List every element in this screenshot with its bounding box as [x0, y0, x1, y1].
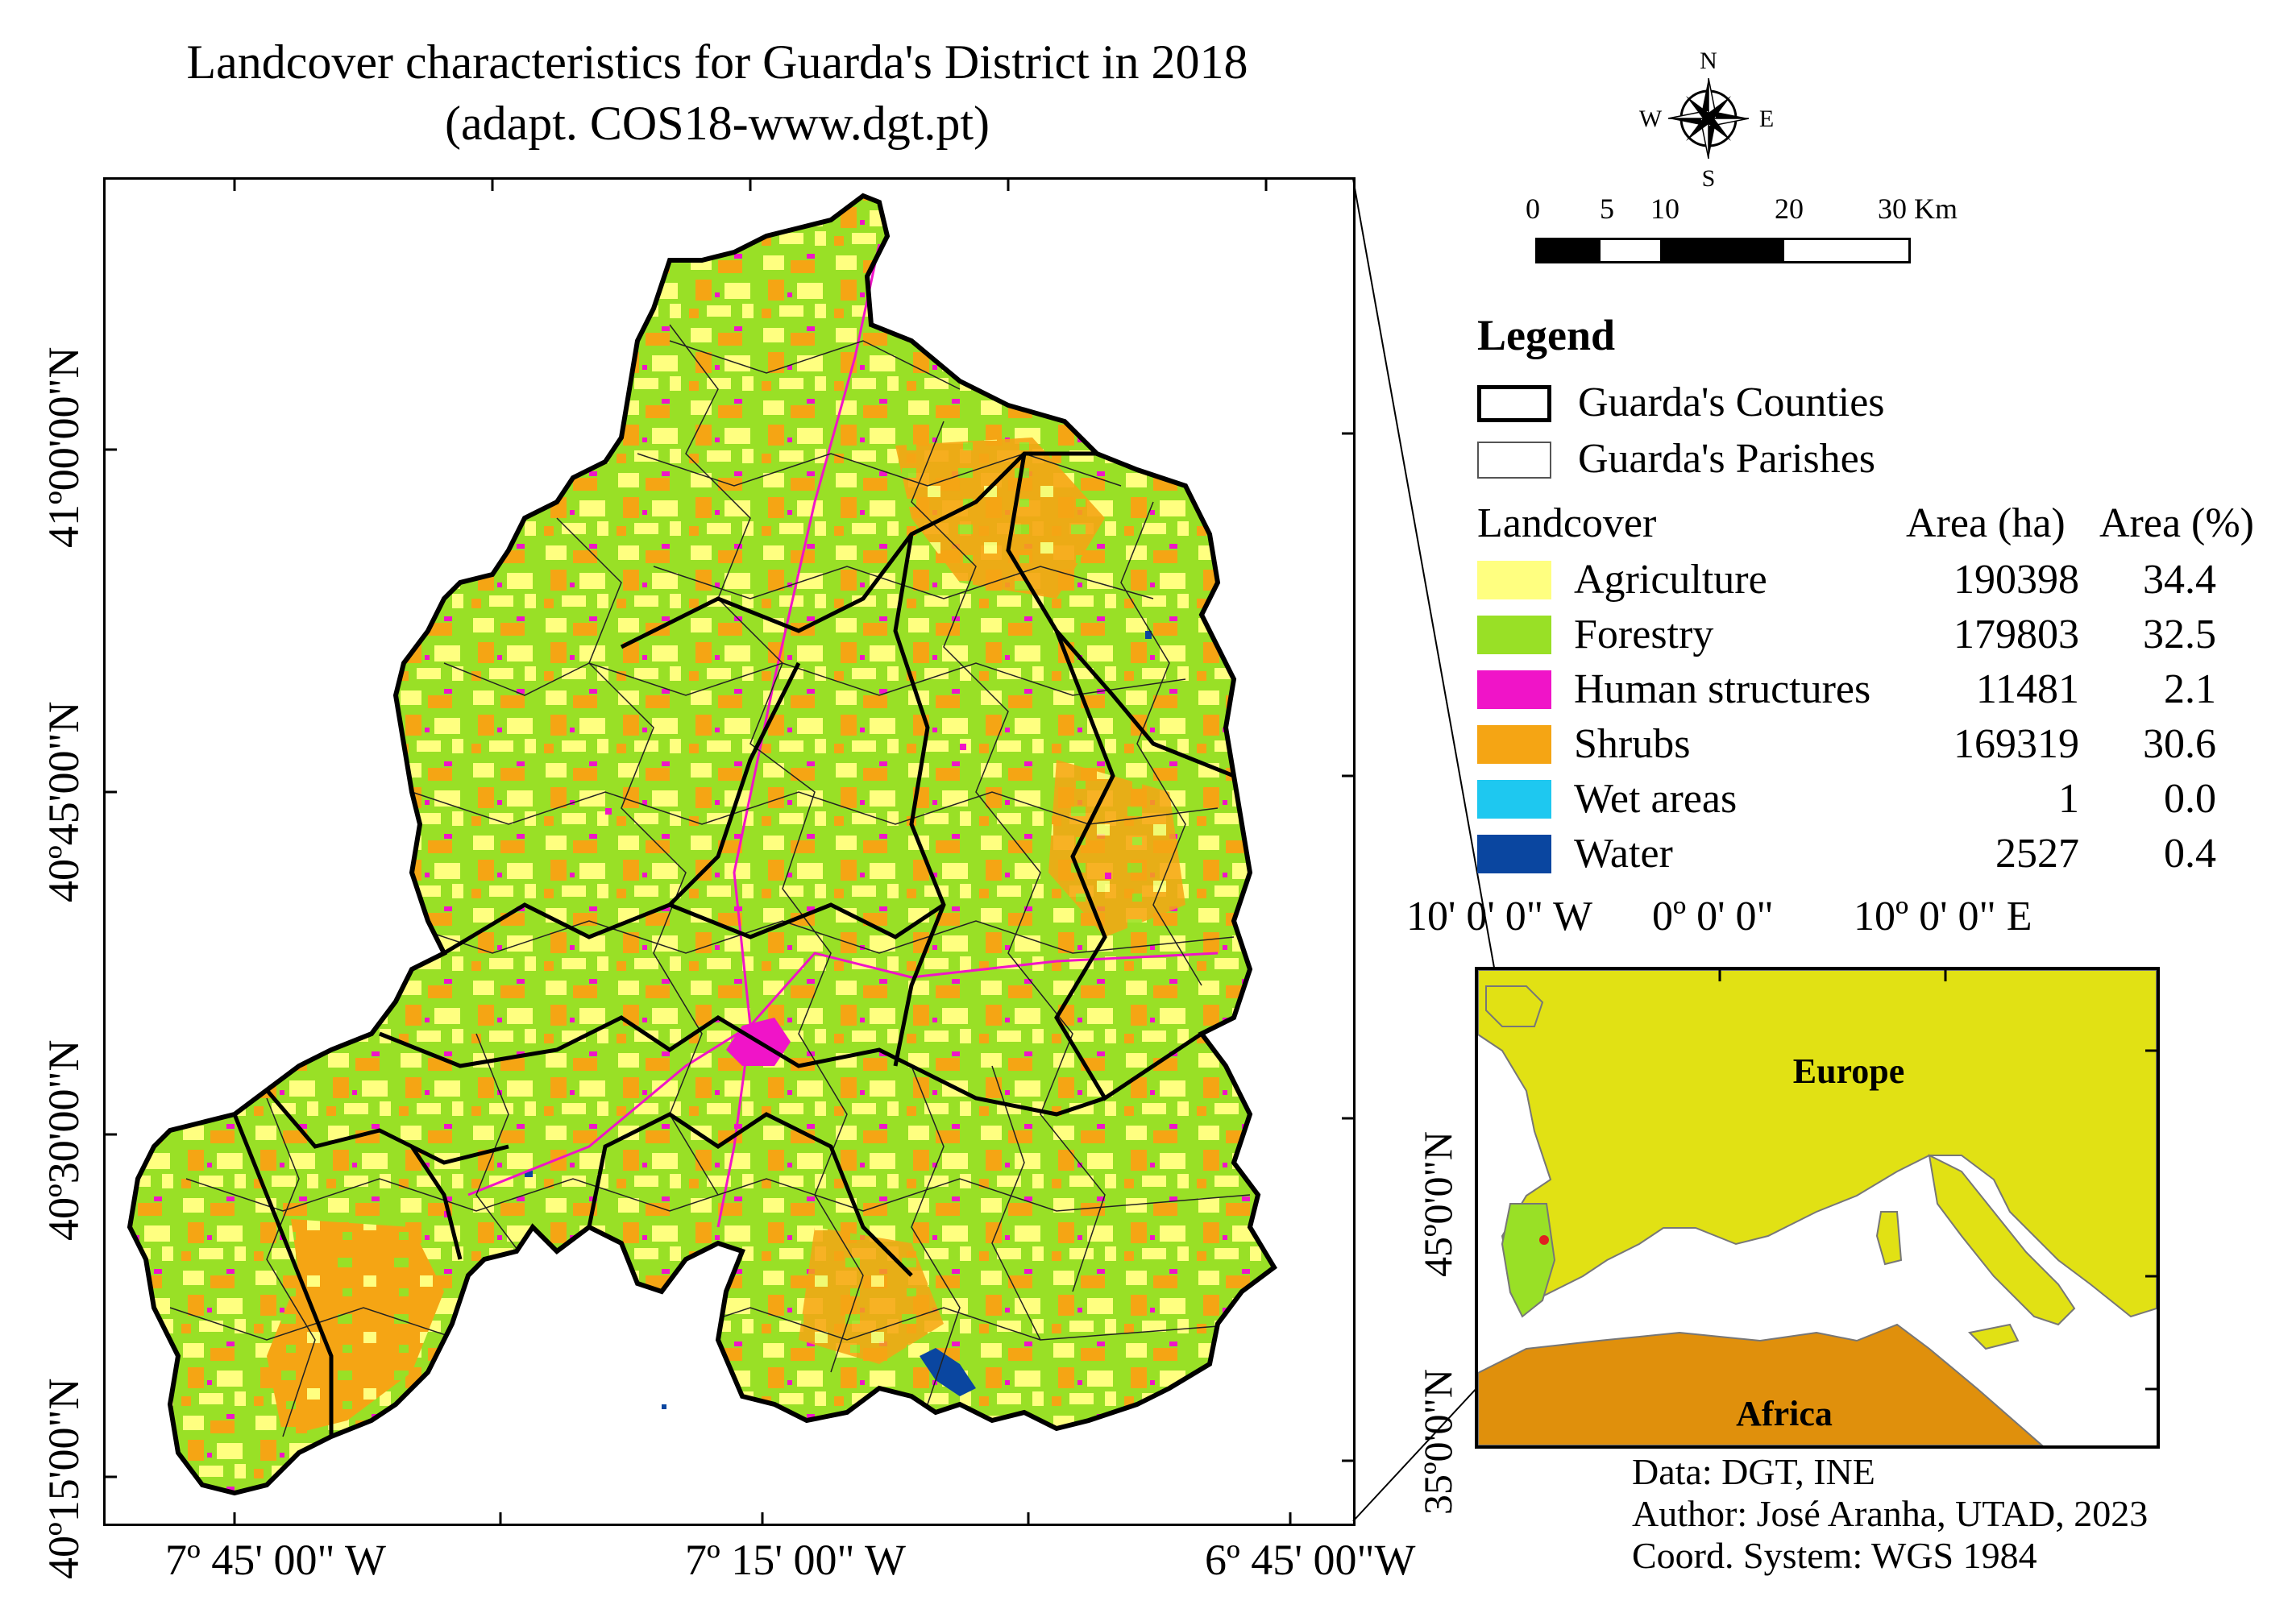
map-subtitle: (adapt. COS18-www.dgt.pt): [444, 97, 990, 150]
parishes-label: Guarda's Parishes: [1578, 436, 1875, 482]
south-letter: S: [1702, 165, 1716, 189]
europe-landmass: [1478, 970, 2157, 1318]
landcover-area-ha: 190398: [1953, 557, 2079, 603]
west-letter: W: [1639, 106, 1663, 132]
landcover-header: Landcover: [1477, 500, 1657, 546]
landcover-name: Wet areas: [1574, 776, 1738, 822]
europe-label: Europe: [1793, 1051, 1905, 1091]
scale-label-20: 20: [1775, 193, 1804, 225]
inset-map-svg: Europe Africa: [1478, 970, 2157, 1445]
landcover-swatch: [1477, 780, 1551, 819]
landcover-name: Shrubs: [1574, 721, 1691, 767]
counties-label: Guarda's Counties: [1578, 379, 1885, 425]
landcover-area-ha: 169319: [1953, 721, 2079, 767]
area-pct-header: Area (%): [2099, 500, 2254, 546]
author-credit: Author: José Aranha, UTAD, 2023: [1632, 1493, 2149, 1534]
portugal: [1501, 1203, 1556, 1318]
east-letter: E: [1759, 106, 1774, 132]
africa-label: Africa: [1736, 1394, 1833, 1433]
landcover-name: Human structures: [1574, 666, 1871, 712]
frame-ticks: [106, 180, 1353, 1524]
lon-label-2: 7º 15' 00" W: [685, 1536, 907, 1584]
landcover-swatch: [1477, 835, 1551, 873]
scale-label-30km: 30 Km: [1878, 193, 1958, 225]
coord-system: Coord. System: WGS 1984: [1632, 1535, 2037, 1576]
landcover-area-pct: 32.5: [2143, 612, 2216, 657]
inset-lon-label-1: 10' 0' 0" W: [1406, 894, 1593, 939]
parish-boundaries: [169, 324, 1251, 1437]
county-boundaries: [232, 451, 1235, 1437]
district-map-svg: [106, 180, 1353, 1524]
landcover-name: Water: [1574, 831, 1673, 877]
landcover-swatch: [1477, 561, 1551, 599]
inset-lat-label-2: 35º0'0"N: [1415, 1368, 1460, 1515]
scale-label-10: 10: [1650, 193, 1679, 225]
landcover-area-pct: 34.4: [2143, 557, 2216, 603]
water-bodies: [525, 631, 1152, 1409]
sicily: [1967, 1323, 2020, 1350]
area-ha-header: Area (ha): [1906, 500, 2066, 546]
landcover-area-ha: 179803: [1953, 612, 2079, 657]
landcover-area-ha: 2527: [1995, 831, 2079, 877]
landcover-name: Agriculture: [1574, 557, 1767, 603]
lon-label-3: 6º 45' 00"W: [1205, 1536, 1416, 1584]
scale-label-0: 0: [1526, 193, 1540, 225]
guarda-location-marker: [1539, 1235, 1549, 1245]
sardinia: [1875, 1211, 1903, 1266]
landcover-area-ha: 1: [2058, 776, 2079, 822]
landcover-area-pct: 30.6: [2143, 721, 2216, 767]
map-title: Landcover characteristics for Guarda's D…: [186, 35, 1248, 89]
data-source: Data: DGT, INE: [1632, 1451, 1875, 1492]
main-map: [103, 177, 1356, 1526]
inset-map: Europe Africa: [1475, 967, 2160, 1449]
north-letter: N: [1700, 48, 1717, 74]
italy: [1928, 1154, 2076, 1326]
landcover-area-pct: 0.0: [2164, 776, 2216, 822]
scale-bar: [1535, 238, 1911, 263]
inset-lat-label-1: 45º0'0"N: [1415, 1130, 1460, 1277]
landcover-swatch: [1477, 670, 1551, 709]
landcover-swatch: [1477, 616, 1551, 654]
scale-label-5: 5: [1600, 193, 1614, 225]
parishes-symbol: [1477, 442, 1551, 479]
inset-lon-label-2: 0º 0' 0": [1652, 894, 1774, 939]
africa-landmass: [1478, 1323, 2044, 1445]
district-boundary: [127, 193, 1277, 1496]
landcover-area-pct: 0.4: [2164, 831, 2216, 877]
landcover-swatch: [1477, 725, 1551, 764]
legend-title: Legend: [1477, 311, 1616, 359]
shrub-zones: [267, 437, 1185, 1437]
landcover-area-ha: 11481: [1975, 666, 2079, 712]
roads: [467, 243, 1219, 1228]
landcover-name: Forestry: [1574, 612, 1714, 657]
counties-symbol: [1477, 385, 1551, 422]
lon-label-1: 7º 45' 00" W: [165, 1536, 387, 1584]
landcover-area-pct: 2.1: [2164, 666, 2216, 712]
inset-lon-label-3: 10º 0' 0" E: [1854, 894, 2032, 939]
north-arrow-icon: N S E W: [1639, 48, 1774, 189]
british-isles: [1485, 985, 1544, 1027]
